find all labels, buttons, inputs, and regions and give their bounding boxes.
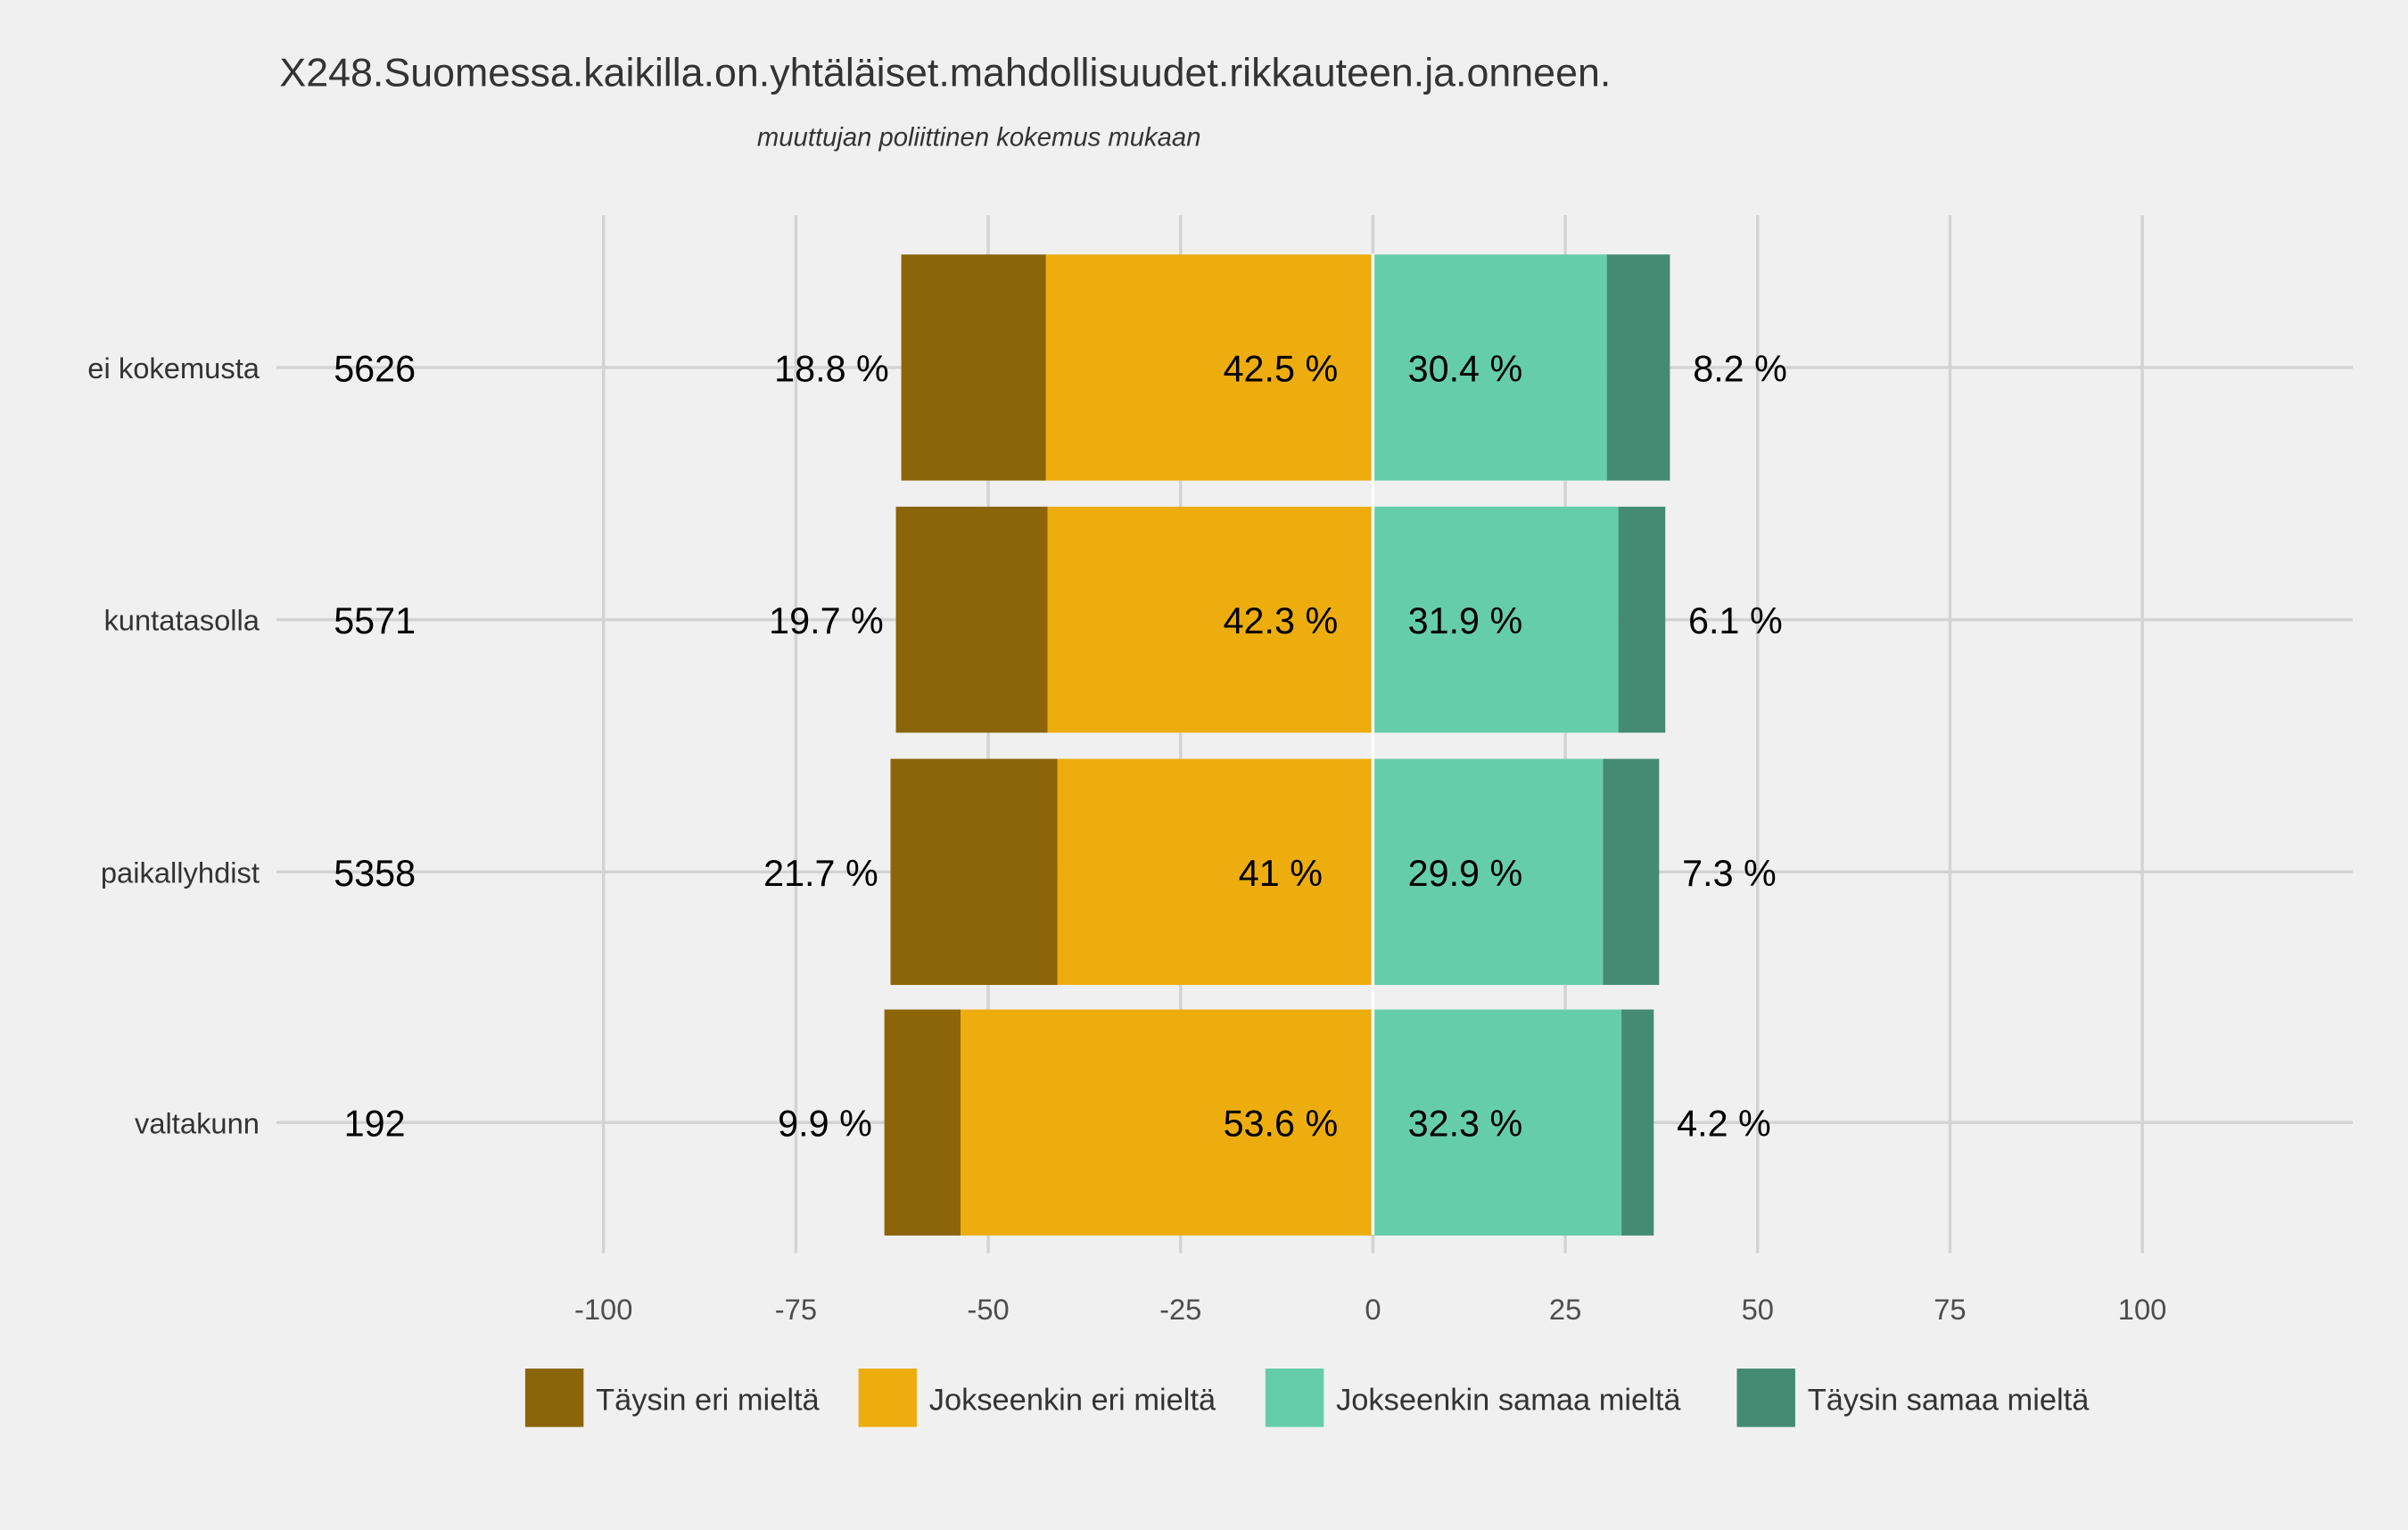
category-label: paikallyhdist: [101, 856, 260, 889]
legend-swatch: [858, 1369, 917, 1427]
data-label: 53.6 %: [1224, 1104, 1339, 1145]
x-tick-label: -100: [574, 1293, 632, 1326]
bar-segment-jokseenkin-samaa: [1373, 254, 1607, 481]
x-tick-label: 25: [1549, 1293, 1581, 1326]
bar-segment-taysin-samaa: [1618, 506, 1666, 733]
bar-segment-taysin-eri: [890, 758, 1058, 985]
x-tick-label: 50: [1742, 1293, 1774, 1326]
data-label: 29.9 %: [1408, 853, 1523, 894]
data-label: 21.7 %: [763, 853, 878, 894]
legend-label: Jokseenkin eri mieltä: [929, 1384, 1216, 1418]
data-label: 9.9 %: [778, 1104, 872, 1145]
x-tick-label: 100: [2118, 1293, 2167, 1326]
data-label: 42.3 %: [1224, 600, 1339, 641]
legend-swatch: [1736, 1369, 1795, 1427]
x-tick-label: -25: [1159, 1293, 1201, 1326]
data-label: 41 %: [1239, 853, 1323, 894]
data-label: 32.3 %: [1408, 1104, 1523, 1145]
x-tick-label: 75: [1934, 1293, 1966, 1326]
bar-segment-taysin-samaa: [1621, 1009, 1654, 1236]
category-label: valtakunn: [135, 1106, 260, 1139]
legend-swatch: [1265, 1369, 1324, 1427]
data-label: 7.3 %: [1682, 853, 1777, 894]
legend-label: Jokseenkin samaa mieltä: [1336, 1384, 1681, 1418]
n-label: 5571: [334, 600, 416, 641]
data-label: 8.2 %: [1693, 348, 1787, 389]
data-label: 42.5 %: [1224, 348, 1339, 389]
bar-segment-taysin-eri: [884, 1009, 961, 1236]
bar-segment-jokseenkin-eri: [1047, 506, 1373, 733]
data-label: 18.8 %: [774, 348, 889, 389]
x-tick-label: -75: [775, 1293, 817, 1326]
bar-segment-jokseenkin-samaa: [1373, 506, 1619, 733]
labels: -100 -75 -50 -25 0 25 50 75 100 ei kokemusta 5626 1…: [87, 348, 2166, 1325]
bar-segment-taysin-eri: [895, 506, 1048, 733]
data-label: 6.1 %: [1688, 600, 1783, 641]
data-label: 4.2 %: [1677, 1104, 1771, 1145]
bar-segment-jokseenkin-eri: [1045, 254, 1373, 481]
legend-swatch: [524, 1369, 584, 1427]
n-label: 192: [344, 1104, 406, 1145]
category-label: ei kokemusta: [87, 351, 260, 385]
bar-segment-jokseenkin-eri: [1057, 758, 1373, 985]
bar-segment-taysin-samaa: [1606, 254, 1670, 481]
chart-title: X248.Suomessa.kaikilla.on.yhtäläiset.mah…: [279, 51, 1611, 95]
bar-segment-jokseenkin-eri: [961, 1009, 1373, 1236]
x-tick-label: 0: [1365, 1293, 1381, 1326]
legend: Täysin eri mieltä Jokseenkin eri mieltä Jo…: [524, 1369, 2090, 1427]
n-label: 5626: [334, 348, 416, 389]
legend-label: Täysin samaa mieltä: [1808, 1384, 2090, 1418]
bar-segment-taysin-samaa: [1603, 758, 1660, 985]
data-label: 30.4 %: [1408, 348, 1523, 389]
bar-segment-jokseenkin-samaa: [1373, 1009, 1622, 1236]
data-label: 31.9 %: [1408, 600, 1523, 641]
bar-segment-taysin-eri: [901, 254, 1046, 481]
category-label: kuntatasolla: [103, 604, 260, 637]
n-label: 5358: [334, 853, 416, 894]
x-tick-label: -50: [967, 1293, 1009, 1326]
legend-label: Täysin eri mieltä: [596, 1384, 820, 1418]
data-label: 19.7 %: [769, 600, 884, 641]
chart-subtitle: muuttujan poliittinen kokemus mukaan: [757, 123, 1201, 153]
bars: [884, 253, 1670, 1236]
bar-segment-jokseenkin-samaa: [1373, 758, 1604, 985]
